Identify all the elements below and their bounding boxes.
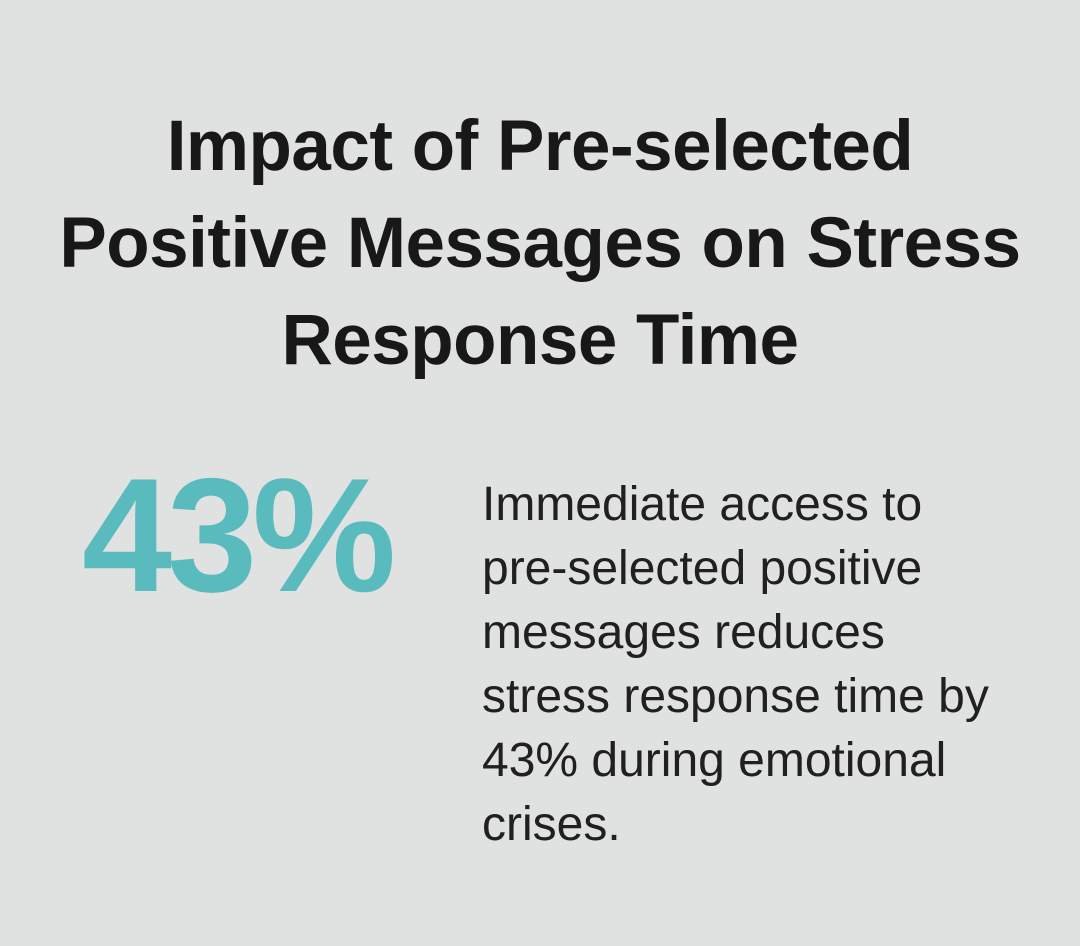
- stat-row: 43% Immediate access to pre-selected pos…: [0, 455, 1080, 857]
- stat-description-line-4: stress response time by: [482, 670, 989, 723]
- stat-description-line-3: messages reduces: [482, 606, 885, 659]
- stat-description: Immediate access to pre-selected positiv…: [482, 473, 1042, 857]
- stat-description-line-5: 43% during emotional: [482, 734, 947, 787]
- slide-title-line-1: Impact of Pre-selected: [166, 107, 914, 186]
- slide-title-line-3: Response Time: [281, 301, 800, 380]
- slide-title: Impact of Pre-selected Positive Messages…: [10, 0, 1070, 389]
- stat-value: 43%: [82, 445, 396, 626]
- stat-description-line-6: crises.: [482, 798, 621, 851]
- stat-description-line-2: pre-selected positive: [482, 542, 923, 595]
- stat-description-line-1: Immediate access to: [482, 478, 923, 531]
- slide-title-line-2: Positive Messages on Stress: [59, 204, 1021, 283]
